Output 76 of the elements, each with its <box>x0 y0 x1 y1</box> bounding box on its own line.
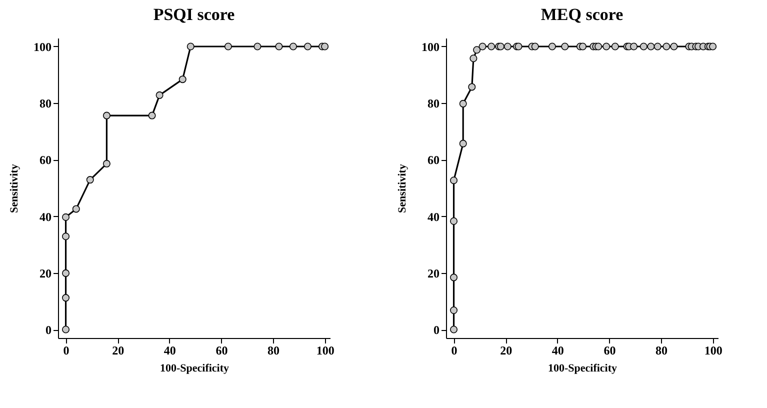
point <box>72 205 80 213</box>
x-tick-label: 20 <box>500 344 512 358</box>
point <box>630 42 638 50</box>
point <box>594 42 602 50</box>
x-tick-label: 100 <box>704 344 722 358</box>
y-tick-label: 100 <box>422 40 440 54</box>
point <box>321 42 329 50</box>
y-tick-label: 20 <box>428 266 440 280</box>
x-tick-label: 20 <box>112 344 124 358</box>
x-tick-label: 100 <box>316 344 334 358</box>
x-tick-label: 80 <box>656 344 668 358</box>
point <box>102 160 110 168</box>
point <box>611 42 619 50</box>
point <box>531 42 539 50</box>
point <box>148 112 156 120</box>
point <box>304 42 312 50</box>
point <box>662 42 670 50</box>
x-tick-label: 40 <box>552 344 564 358</box>
point <box>62 326 70 334</box>
point <box>186 42 194 50</box>
point <box>654 42 662 50</box>
point <box>579 42 587 50</box>
y-tick-label: 80 <box>40 96 52 111</box>
x-tick-label: 80 <box>268 344 280 358</box>
point <box>647 42 655 50</box>
y-tick-label: 20 <box>40 266 52 280</box>
point <box>602 42 610 50</box>
y-tick-label: 100 <box>34 40 52 54</box>
x-tick-label: 0 <box>451 344 458 358</box>
y-tick-label: 60 <box>40 153 52 168</box>
point <box>86 176 94 184</box>
point <box>62 213 70 221</box>
point <box>156 91 164 99</box>
point <box>275 42 283 50</box>
point <box>254 42 262 50</box>
point <box>62 294 70 302</box>
y-tick-label: 60 <box>428 153 440 168</box>
y-tick-label: 40 <box>428 210 440 224</box>
point <box>450 176 458 184</box>
point <box>459 140 467 148</box>
point <box>468 83 476 91</box>
point <box>561 42 569 50</box>
y-axis-title: Sensitivity <box>8 164 20 213</box>
y-axis-title: Sensitivity <box>396 164 408 213</box>
point <box>504 42 512 50</box>
point <box>450 326 458 334</box>
x-tick-label: 0 <box>63 344 70 358</box>
point <box>102 112 110 120</box>
x-tick-label: 60 <box>604 344 616 358</box>
point <box>709 42 717 50</box>
x-tick-label: 60 <box>216 344 228 358</box>
y-tick-label: 80 <box>428 96 440 111</box>
chart-title: PSQI score <box>153 5 236 24</box>
point <box>450 306 458 314</box>
point <box>470 54 478 62</box>
point <box>478 42 486 50</box>
point <box>670 42 678 50</box>
x-tick-label: 40 <box>164 344 176 358</box>
point <box>548 42 556 50</box>
y-tick-label: 40 <box>40 210 52 224</box>
x-axis-title: 100-Specificity <box>548 362 618 374</box>
chart-title: MEQ score <box>540 5 624 24</box>
point <box>450 274 458 282</box>
point <box>459 100 467 108</box>
point <box>640 42 648 50</box>
point <box>62 269 70 277</box>
y-tick-label: 0 <box>434 323 440 338</box>
point <box>62 232 70 240</box>
point <box>178 76 186 84</box>
point <box>450 217 458 225</box>
y-tick-label: 0 <box>46 323 52 338</box>
point <box>224 42 232 50</box>
x-axis-title: 100-Specificity <box>160 362 230 374</box>
point <box>488 42 496 50</box>
point <box>473 46 481 54</box>
point <box>289 42 297 50</box>
